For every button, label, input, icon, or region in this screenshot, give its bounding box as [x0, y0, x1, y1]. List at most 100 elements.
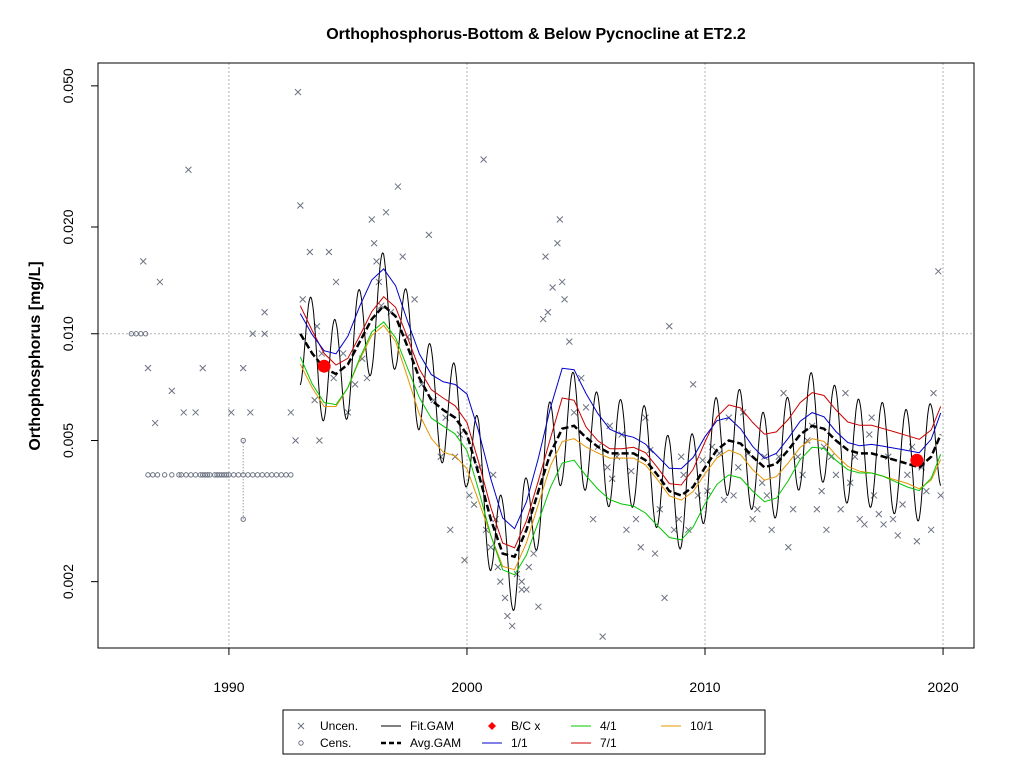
grid-lines: [98, 63, 974, 648]
legend-item-s10-1: 10/1: [661, 719, 714, 733]
legend-item-uncen: Uncen.: [297, 719, 358, 733]
legend-label: 7/1: [600, 736, 617, 750]
x-tick-label: 1990: [213, 679, 244, 695]
x-tick-label: 2000: [451, 679, 482, 695]
legend-box: [282, 709, 766, 755]
legend-symbol-bc: [488, 722, 496, 730]
legend-item-s4-1: 4/1: [571, 719, 617, 733]
uncensored-point: [813, 505, 821, 513]
censored-point: [176, 472, 182, 478]
y-tick-label: 0.010: [60, 316, 76, 351]
uncensored-point: [761, 453, 768, 461]
uncensored-point: [261, 330, 268, 338]
uncensored-point: [570, 409, 578, 416]
uncensored-point: [294, 88, 302, 96]
uncensored-point: [794, 453, 802, 461]
uncensored-point: [832, 471, 840, 479]
uncensored-point: [734, 464, 742, 471]
uncensored-point: [325, 248, 333, 256]
legend-label: Fit.GAM: [410, 719, 454, 733]
uncensored-point: [525, 563, 533, 571]
y-tick-label: 0.002: [60, 564, 76, 599]
uncensored-point: [465, 492, 473, 499]
uncensored-point: [332, 278, 340, 286]
uncensored-point: [861, 521, 868, 528]
uncensored-point: [763, 492, 771, 499]
uncensored-point: [870, 492, 878, 499]
uncensored-point: [720, 496, 728, 504]
uncensored-point: [651, 550, 659, 557]
uncensored-point: [249, 330, 257, 338]
uncensored-point: [675, 515, 683, 523]
uncensored-point: [199, 364, 207, 372]
uncensored-point: [789, 505, 797, 513]
uncensored-point: [868, 414, 875, 422]
uncensored-point: [865, 431, 873, 438]
uncensored-point: [851, 453, 859, 461]
uncensored-point: [446, 526, 454, 534]
legend-label: Uncen.: [320, 719, 358, 733]
uncensored-point: [411, 296, 418, 303]
uncensored-point: [646, 446, 654, 454]
uncensored-point: [930, 389, 937, 397]
uncensored-point: [754, 505, 761, 513]
legend-label: 1/1: [511, 736, 528, 750]
uncensored-point: [561, 296, 568, 303]
uncensored-point: [456, 431, 464, 438]
censored-interval-low: [240, 516, 246, 522]
uncensored-point: [544, 308, 552, 316]
uncensored-point: [799, 471, 806, 479]
uncensored-point: [684, 526, 692, 534]
uncensored-point: [934, 267, 942, 275]
y-tick-label: 0.050: [60, 68, 76, 103]
censored-points: [128, 331, 294, 522]
x-tick-label: 2020: [927, 679, 958, 695]
uncensored-point: [827, 453, 835, 461]
uncensored-point: [749, 515, 756, 523]
uncensored-point: [937, 492, 945, 499]
uncensored-point: [261, 308, 268, 316]
uncensored-point: [501, 594, 509, 602]
uncensored-point: [784, 543, 792, 551]
uncensored-point: [489, 471, 497, 479]
legend-label: Cens.: [320, 736, 351, 750]
uncensored-point: [299, 296, 307, 303]
uncensored-point: [780, 389, 787, 397]
uncensored-point: [661, 594, 668, 602]
uncensored-point: [632, 515, 640, 523]
uncensored-point: [556, 216, 564, 223]
uncensored-point: [549, 284, 557, 291]
uncensored-point: [523, 586, 530, 593]
censored-point: [161, 472, 168, 478]
legend-item-bc: B/C x: [488, 719, 540, 733]
legend-item-cens: Cens.: [298, 736, 351, 750]
band-10-1-line: [299, 324, 942, 571]
uncensored-point: [535, 603, 542, 611]
uncensored-point: [894, 532, 902, 539]
uncensored-point: [730, 492, 737, 499]
uncensored-point: [508, 622, 516, 630]
uncensored-point: [758, 479, 766, 487]
uncensored-point: [239, 364, 247, 372]
uncensored-point: [923, 487, 930, 495]
uncensored-point: [382, 208, 390, 216]
uncensored-point: [530, 550, 537, 557]
uncensored-point: [818, 487, 826, 495]
uncensored-point: [339, 350, 347, 357]
plot-clip-group: [128, 88, 945, 640]
legend-item-s7-1: 7/1: [571, 736, 617, 750]
uncensored-point: [680, 471, 687, 479]
uncensored-point: [699, 456, 706, 464]
band-1-1-line: [299, 268, 942, 530]
uncensored-point: [185, 166, 192, 174]
censored-point: [154, 472, 161, 478]
uncensored-point: [180, 409, 188, 416]
uncensored-point: [582, 404, 590, 411]
legend-symbol-cens: [298, 740, 304, 746]
uncensored-point: [513, 570, 521, 578]
uncensored-point: [461, 556, 468, 564]
uncensored-point: [542, 253, 549, 260]
uncensored-point: [487, 543, 495, 551]
bc-point: [910, 453, 924, 467]
